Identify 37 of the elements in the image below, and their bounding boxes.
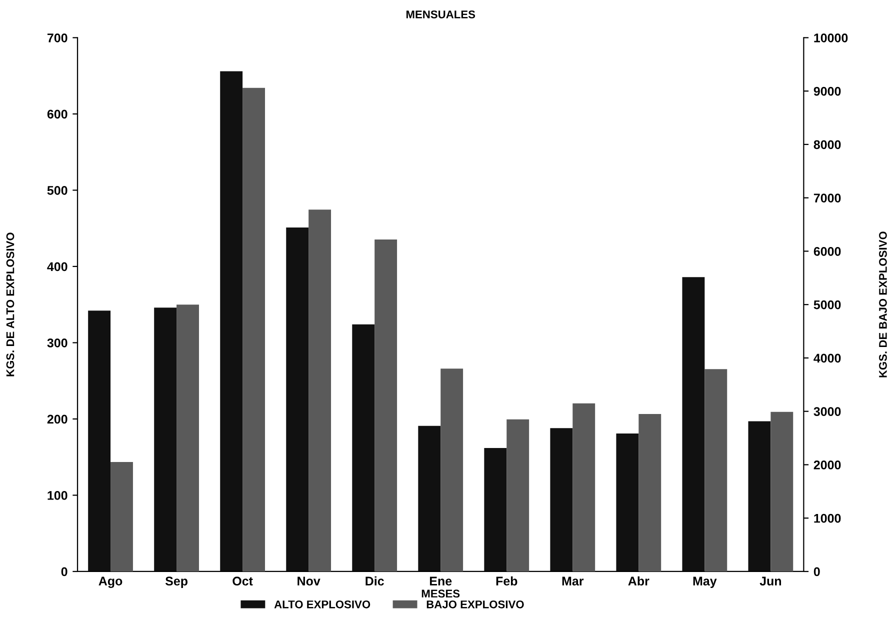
y2-axis-title: KGS. DE BAJO EXPLOSIVO xyxy=(879,232,887,378)
y-tick-label: 0 xyxy=(61,567,68,576)
y2-tick-label: 7000 xyxy=(814,194,841,202)
y-tick-label: 500 xyxy=(47,186,68,195)
y-axis-title: KGS. DE ALTO EXPLOSIVO xyxy=(6,232,14,376)
x-tick-label: Feb xyxy=(496,576,518,586)
x-tick-label: May xyxy=(693,576,717,588)
y2-tick-label: 5000 xyxy=(814,300,841,310)
chart-title: MENSUALES xyxy=(406,10,476,18)
legend-label: ALTO EXPLOSIVO xyxy=(274,600,370,608)
y2-tick-label: 8000 xyxy=(814,140,841,150)
x-tick-label: Abr xyxy=(628,576,650,586)
x-tick-label: Sep xyxy=(165,576,188,588)
y2-tick-label: 3000 xyxy=(814,407,841,416)
x-axis-title: MESES xyxy=(422,590,460,598)
x-tick-label: Oct xyxy=(232,576,253,586)
legend-label: BAJO EXPLOSIVO xyxy=(426,600,524,608)
bar xyxy=(88,310,111,572)
y2-tick-label: 4000 xyxy=(814,354,841,363)
y2-tick-label: 9000 xyxy=(814,86,841,96)
x-tick-label: Mar xyxy=(562,576,584,586)
x-tick-label: Ene xyxy=(430,576,452,586)
y-tick-label: 700 xyxy=(47,33,68,42)
y2-tick-label: 10000 xyxy=(814,33,848,42)
y-tick-label: 100 xyxy=(48,491,68,500)
y2-tick-label: 2000 xyxy=(814,460,841,470)
x-tick-label: Nov xyxy=(298,576,320,586)
x-tick-label: Jun xyxy=(760,576,782,586)
y-tick-label: 600 xyxy=(47,110,68,119)
y-tick-label: 300 xyxy=(47,338,68,348)
x-tick-label: Ago xyxy=(98,576,122,588)
x-tick-label: Dic xyxy=(366,576,384,586)
y2-tick-label: 0 xyxy=(814,567,820,576)
y-tick-label: 200 xyxy=(47,414,68,424)
y2-tick-label: 1000 xyxy=(814,514,841,523)
y2-tick-label: 6000 xyxy=(814,247,841,256)
y-tick-label: 400 xyxy=(47,262,68,272)
